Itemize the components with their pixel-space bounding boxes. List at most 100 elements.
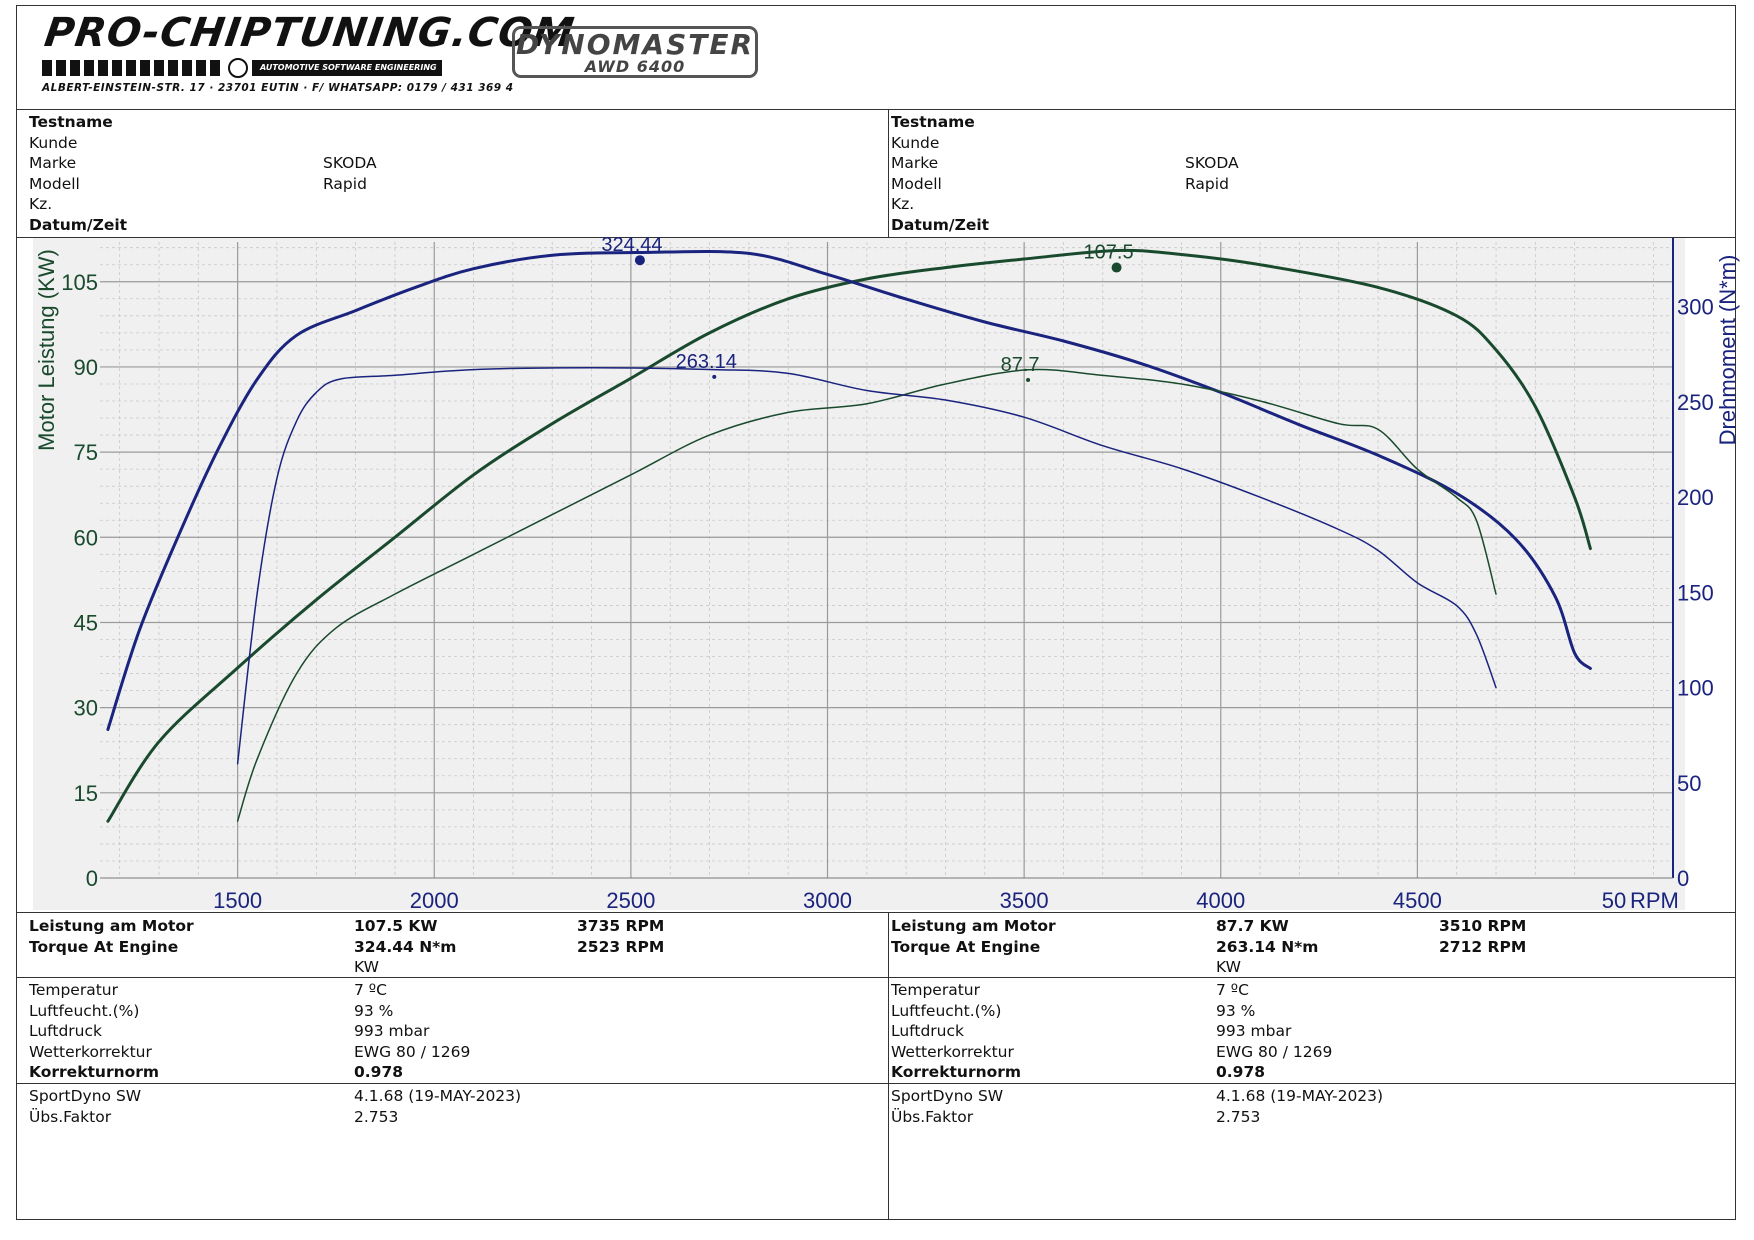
correction-norm-label: Korrekturnorm <box>29 1063 160 1081</box>
results-right: Leistung am Motor 87.7 KW 3510 RPM Torque … <box>891 916 1731 978</box>
peak-label-power_tuned: 107.5 <box>1084 242 1134 264</box>
humidity-label: Luftfeucht.(%) <box>891 1001 1002 1020</box>
torque-result-label: Torque At Engine <box>891 937 1041 956</box>
pressure-label: Luftdruck <box>891 1022 964 1040</box>
power-result-rpm: 3510 RPM <box>1439 917 1527 935</box>
power-result-value: 87.7 KW <box>1216 917 1289 935</box>
software-version: 4.1.68 (19-MAY-2023) <box>1216 1087 1384 1105</box>
gear-factor-label: Übs.Faktor <box>29 1107 112 1126</box>
y-left-tick-label: 45 <box>74 610 98 635</box>
marke-value: SKODA <box>1185 154 1239 172</box>
vehicle-info-right: Testname Kunde Marke SKODA Modell Rapid Kz… <box>891 112 1731 235</box>
marke-label: Marke <box>891 154 939 172</box>
y-left-tick-label: 60 <box>74 525 98 550</box>
dynomaster-logo-line2: AWD 6400 <box>584 57 686 76</box>
humidity-label: Luftfeucht.(%) <box>29 1001 140 1020</box>
software-version: 4.1.68 (19-MAY-2023) <box>354 1087 522 1105</box>
y-right-tick-label: 150 <box>1677 580 1714 605</box>
power-result-rpm: 3735 RPM <box>577 917 665 935</box>
software-right: SportDyno SW 4.1.68 (19-MAY-2023) Übs.Fak… <box>891 1086 1731 1127</box>
x-tick-label: 3000 <box>803 888 852 913</box>
y-right-tick-label: 200 <box>1677 485 1714 510</box>
results-left: Leistung am Motor 107.5 KW 3735 RPM Torque… <box>29 916 879 978</box>
results-table-top-line <box>16 912 1736 913</box>
modell-value: Rapid <box>323 174 367 193</box>
weather-correction-label: Wetterkorrektur <box>29 1042 152 1061</box>
conditions-right: Temperatur 7 ºC Luftfeucht.(%) 93 % Luftdr… <box>891 980 1731 1083</box>
checkered-stripe <box>42 60 222 76</box>
marke-label: Marke <box>29 154 77 172</box>
result-unit: KW <box>354 958 379 976</box>
series-power_stock <box>236 368 1497 822</box>
gear-factor-value: 2.753 <box>354 1107 399 1126</box>
series-power_tuned <box>106 248 1592 823</box>
torque-result-rpm: 2523 RPM <box>577 937 665 956</box>
weather-correction-label: Wetterkorrektur <box>891 1042 1014 1061</box>
peak-marker-power_tuned <box>1111 262 1122 273</box>
x-tick-label: 2500 <box>606 888 655 913</box>
testname-label: Testname <box>29 113 113 131</box>
peak-marker-torque_tuned <box>634 255 645 266</box>
y-right-axis-title: Drehmoment (N*m) <box>1715 255 1740 446</box>
peak-label-power_stock: 87.7 <box>1001 354 1040 376</box>
result-unit: KW <box>1216 958 1241 976</box>
peak-label-torque_tuned: 324.44 <box>601 234 662 256</box>
gear-factor-label: Übs.Faktor <box>891 1107 974 1126</box>
y-right-tick-label: 50 <box>1677 771 1701 796</box>
peak-marker-power_stock <box>1026 377 1031 382</box>
software-label: SportDyno SW <box>891 1087 1004 1105</box>
header-band <box>16 5 1736 110</box>
temperature-label: Temperatur <box>29 981 118 999</box>
pressure-value: 993 mbar <box>354 1022 430 1040</box>
y-left-tick-label: 90 <box>74 355 98 380</box>
header-table-bottom-line <box>16 237 1736 238</box>
peak-label-torque_stock: 263.14 <box>676 351 737 373</box>
kz-label: Kz. <box>891 195 915 213</box>
torque-result-label: Torque At Engine <box>29 937 179 956</box>
power-result-label: Leistung am Motor <box>891 917 1056 935</box>
x-tick-label: 2000 <box>410 888 459 913</box>
kunde-label: Kunde <box>29 133 78 152</box>
weather-correction-value: EWG 80 / 1269 <box>354 1042 471 1061</box>
correction-norm-value: 0.978 <box>354 1063 404 1081</box>
torque-result-value: 324.44 N*m <box>354 937 457 956</box>
power-result-value: 107.5 KW <box>354 917 438 935</box>
y-right-tick-label: 250 <box>1677 390 1714 415</box>
y-left-tick-label: 30 <box>74 696 98 721</box>
x-tick-label: 1500 <box>213 888 262 913</box>
modell-value: Rapid <box>1185 174 1229 193</box>
dynomaster-logo-line1: DYNOMASTER <box>515 28 755 61</box>
datum-zeit-label: Datum/Zeit <box>29 215 128 234</box>
dynomaster-logo: DYNOMASTER AWD 6400 <box>512 26 758 78</box>
datum-zeit-label: Datum/Zeit <box>891 215 990 234</box>
torque-result-value: 263.14 N*m <box>1216 937 1319 956</box>
y-right-tick-label: 0 <box>1677 866 1689 891</box>
x-tick-label: 4500 <box>1393 888 1442 913</box>
pressure-value: 993 mbar <box>1216 1022 1292 1040</box>
peak-marker-torque_stock <box>712 374 717 379</box>
series-torque_stock <box>236 366 1497 765</box>
y-left-axis-title: Motor Leistung (KW) <box>34 249 59 451</box>
humidity-value: 93 % <box>1216 1001 1256 1020</box>
gear-factor-value: 2.753 <box>1216 1107 1261 1126</box>
x-tick-label: 3500 <box>1000 888 1049 913</box>
kz-label: Kz. <box>29 195 53 213</box>
humidity-value: 93 % <box>354 1001 394 1020</box>
kunde-label: Kunde <box>891 133 940 152</box>
dyno-chart: 1500 2000 2500 3000 3500 4000 4500 50 RPM0153045… <box>34 234 1740 913</box>
company-tagline: AUTOMOTIVE SOFTWARE ENGINEERING <box>252 60 442 76</box>
software-label: SportDyno SW <box>29 1087 142 1105</box>
results-column-divider <box>888 912 889 1220</box>
y-left-tick-label: 15 <box>74 781 98 806</box>
y-left-tick-label: 75 <box>74 440 98 465</box>
modell-label: Modell <box>891 174 942 193</box>
x-tick-label: 4000 <box>1196 888 1245 913</box>
temperature-value: 7 ºC <box>1216 981 1249 999</box>
x-tick-label: 50 <box>1602 888 1626 913</box>
y-right-tick-label: 300 <box>1677 295 1714 320</box>
conditions-table-top-line <box>16 977 1736 978</box>
vehicle-info-left: Testname Kunde Marke SKODA Modell Rapid Kz… <box>29 112 879 235</box>
pressure-label: Luftdruck <box>29 1022 102 1040</box>
y-left-tick-label: 0 <box>86 866 98 891</box>
x-axis-label: RPM <box>1630 888 1679 913</box>
